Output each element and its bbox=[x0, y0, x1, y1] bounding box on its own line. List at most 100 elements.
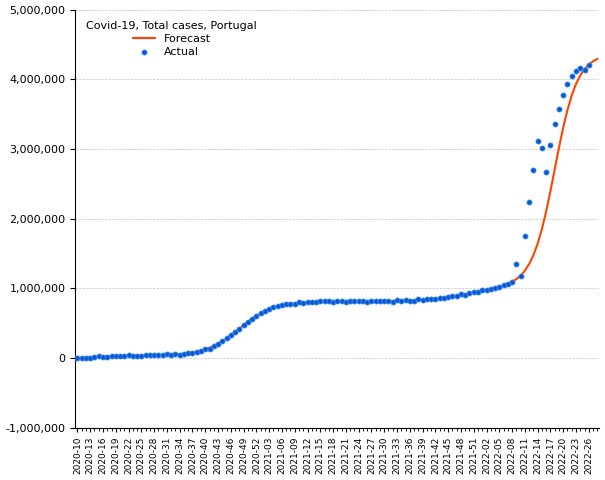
Actual bbox=[290, 300, 299, 308]
Actual bbox=[119, 352, 129, 360]
Actual bbox=[315, 297, 325, 305]
Actual bbox=[554, 105, 564, 112]
Forecast bbox=[594, 56, 601, 62]
Actual bbox=[154, 351, 163, 359]
Actual bbox=[329, 298, 338, 306]
Actual bbox=[188, 349, 197, 357]
Actual bbox=[307, 298, 316, 306]
Actual bbox=[392, 297, 402, 304]
Actual bbox=[132, 352, 142, 360]
Actual bbox=[123, 351, 133, 359]
Actual bbox=[141, 351, 151, 359]
Actual bbox=[396, 297, 406, 305]
Actual bbox=[149, 351, 159, 359]
Actual bbox=[286, 300, 295, 308]
Actual bbox=[277, 301, 287, 309]
Actual bbox=[264, 306, 274, 313]
Actual bbox=[469, 288, 479, 296]
Actual bbox=[465, 289, 474, 297]
Actual bbox=[567, 72, 577, 80]
Actual bbox=[427, 295, 436, 302]
Actual bbox=[179, 350, 189, 358]
Actual bbox=[226, 331, 236, 339]
Actual bbox=[319, 297, 329, 305]
Actual bbox=[158, 351, 168, 359]
Forecast bbox=[223, 336, 230, 341]
Actual bbox=[235, 325, 244, 333]
Actual bbox=[183, 349, 193, 357]
Actual bbox=[511, 261, 521, 268]
Forecast bbox=[495, 284, 503, 289]
Actual bbox=[435, 295, 445, 302]
Actual bbox=[94, 352, 103, 360]
Actual bbox=[333, 298, 342, 305]
Actual bbox=[367, 297, 376, 305]
Actual bbox=[413, 296, 423, 303]
Forecast bbox=[299, 300, 307, 305]
Actual bbox=[192, 348, 201, 356]
Actual bbox=[239, 321, 249, 329]
Actual bbox=[345, 297, 355, 305]
Actual bbox=[375, 298, 385, 305]
Actual bbox=[247, 315, 257, 323]
Actual bbox=[231, 328, 240, 336]
Actual bbox=[281, 300, 291, 308]
Actual bbox=[494, 283, 504, 291]
Actual bbox=[77, 354, 87, 361]
Actual bbox=[362, 298, 372, 305]
Forecast bbox=[134, 353, 141, 359]
Actual bbox=[537, 144, 547, 152]
Actual bbox=[171, 350, 180, 358]
Actual bbox=[137, 352, 146, 360]
Actual bbox=[379, 297, 389, 304]
Actual bbox=[111, 352, 120, 360]
Actual bbox=[507, 278, 517, 286]
Actual bbox=[358, 298, 368, 305]
Actual bbox=[409, 297, 419, 304]
Actual bbox=[405, 297, 414, 304]
Actual bbox=[486, 286, 495, 293]
Actual bbox=[166, 351, 176, 359]
Actual bbox=[546, 141, 555, 149]
Actual bbox=[460, 291, 470, 299]
Actual bbox=[128, 352, 138, 360]
Actual bbox=[213, 340, 223, 348]
Actual bbox=[102, 353, 112, 360]
Actual bbox=[217, 337, 227, 345]
Actual bbox=[558, 91, 568, 98]
Actual bbox=[243, 318, 253, 326]
Actual bbox=[525, 198, 534, 206]
Actual bbox=[106, 352, 116, 360]
Actual bbox=[273, 302, 283, 310]
Actual bbox=[482, 287, 491, 294]
Actual bbox=[252, 312, 261, 320]
Actual bbox=[354, 298, 364, 305]
Actual bbox=[490, 284, 500, 291]
Actual bbox=[196, 347, 206, 355]
Actual bbox=[541, 168, 551, 176]
Actual bbox=[563, 80, 572, 88]
Actual bbox=[175, 351, 185, 359]
Actual bbox=[477, 287, 487, 294]
Actual bbox=[209, 343, 218, 350]
Actual bbox=[584, 61, 594, 69]
Actual bbox=[294, 299, 304, 306]
Actual bbox=[324, 298, 334, 305]
Actual bbox=[456, 291, 466, 299]
Actual bbox=[422, 295, 432, 302]
Actual bbox=[580, 66, 589, 73]
Actual bbox=[145, 351, 155, 359]
Actual bbox=[431, 295, 440, 302]
Actual bbox=[550, 120, 560, 128]
Forecast bbox=[103, 353, 111, 359]
Actual bbox=[448, 292, 457, 300]
Actual bbox=[115, 352, 125, 360]
Actual bbox=[256, 310, 266, 317]
Actual bbox=[417, 296, 427, 304]
Actual bbox=[200, 346, 210, 353]
Actual bbox=[81, 354, 91, 361]
Actual bbox=[371, 297, 381, 305]
Actual bbox=[452, 292, 462, 300]
Actual bbox=[533, 137, 543, 144]
Actual bbox=[341, 298, 351, 306]
